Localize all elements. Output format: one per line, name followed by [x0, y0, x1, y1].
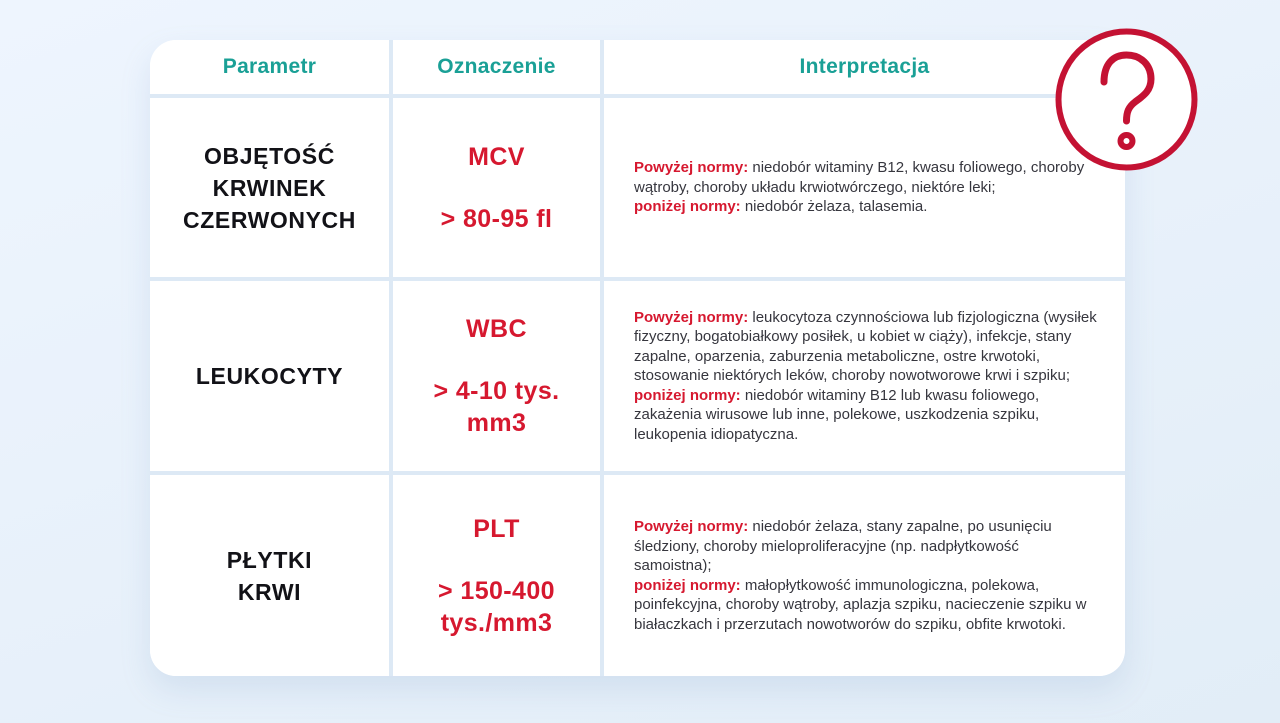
reference-range: > 4-10 tys. mm3 [433, 375, 559, 439]
below-norm-text: małopłytkowość immunologiczna, polekowa,… [634, 576, 1087, 633]
parameter-line: KRWINEK [212, 174, 327, 201]
parameter-line: LEUKOCYTY [195, 363, 344, 389]
reference-range: > 80-95 fl [441, 203, 553, 235]
below-norm-lead: poniżej normy: [634, 576, 741, 594]
above-norm-text: leukocytoza czynnościowa lub fizjologicz… [634, 308, 1097, 385]
parameters-table: Parametr Oznaczenie Interpretacja OBJĘTO… [150, 40, 1125, 676]
designation-cell-wbc: WBC > 4-10 tys. mm3 [393, 281, 604, 475]
parameters-table-card: Parametr Oznaczenie Interpretacja OBJĘTO… [150, 40, 1125, 676]
column-header-label: Oznaczenie [437, 55, 556, 78]
interpretation-cell-mcv: Powyżej normy: niedobór witaminy B12, kw… [604, 98, 1125, 281]
abbreviation-label: PLT [473, 514, 520, 543]
interpretation-cell-wbc: Powyżej normy: leukocytoza czynnościowa … [604, 281, 1125, 475]
above-norm-lead: Powyżej normy: [634, 308, 749, 326]
range-line: > 150-400 [438, 576, 555, 605]
interpretation-above-norm: Powyżej normy: niedobór witaminy B12, kw… [634, 158, 1097, 197]
interpretation-above-norm: Powyżej normy: leukocytoza czynnościowa … [634, 308, 1097, 386]
parameter-line: OBJĘTOŚĆ [204, 142, 335, 169]
interpretation-below-norm: poniżej normy: niedobór witaminy B12 lub… [634, 386, 1097, 445]
column-header-label: Parametr [222, 55, 317, 78]
below-norm-text: niedobór witaminy B12 lub kwasu folioweg… [634, 386, 1040, 443]
column-header-label: Interpretacja [799, 55, 930, 78]
range-line: tys./mm3 [440, 608, 553, 637]
designation-cell-plt: PLT > 150-400 tys./mm3 [393, 475, 604, 676]
abbreviation-label: MCV [468, 142, 525, 171]
parameter-line: PŁYTKI [226, 546, 313, 573]
interpretation-cell-plt: Powyżej normy: niedobór żelaza, stany za… [604, 475, 1125, 676]
below-norm-lead: poniżej normy: [634, 198, 741, 216]
interpretation-below-norm: poniżej normy: niedobór żelaza, talasemi… [634, 197, 927, 217]
parameter-line: CZERWONYCH [183, 206, 356, 233]
interpretation-below-norm: poniżej normy: małopłytkowość immunologi… [634, 576, 1097, 635]
parameter-line: KRWI [237, 578, 302, 605]
abbreviation-label: WBC [466, 315, 527, 343]
parameter-cell-plt: PŁYTKI KRWI [150, 475, 393, 676]
parameter-cell-wbc: LEUKOCYTY [150, 281, 393, 475]
parameter-cell-mcv: OBJĘTOŚĆ KRWINEK CZERWONYCH [150, 98, 393, 281]
above-norm-text: niedobór żelaza, stany zapalne, po usuni… [634, 518, 1052, 574]
question-mark-icon [1055, 28, 1198, 171]
above-norm-text: niedobór witaminy B12, kwasu foliowego, … [634, 159, 1085, 196]
below-norm-lead: poniżej normy: [634, 386, 741, 404]
below-norm-text: niedobór żelaza, talasemia. [740, 198, 928, 216]
column-header-parametr: Parametr [150, 40, 393, 98]
interpretation-above-norm: Powyżej normy: niedobór żelaza, stany za… [634, 517, 1097, 576]
range-line: > 80-95 fl [440, 204, 553, 233]
above-norm-lead: Powyżej normy: [634, 518, 749, 535]
range-line: > 4-10 tys. [433, 377, 560, 405]
help-button[interactable] [1055, 28, 1198, 171]
reference-range: > 150-400 tys./mm3 [438, 575, 555, 639]
designation-cell-mcv: MCV > 80-95 fl [393, 98, 604, 281]
column-header-interpretacja: Interpretacja [604, 40, 1125, 98]
above-norm-lead: Powyżej normy: [634, 159, 749, 177]
range-line: mm3 [466, 409, 527, 437]
column-header-oznaczenie: Oznaczenie [393, 40, 604, 98]
